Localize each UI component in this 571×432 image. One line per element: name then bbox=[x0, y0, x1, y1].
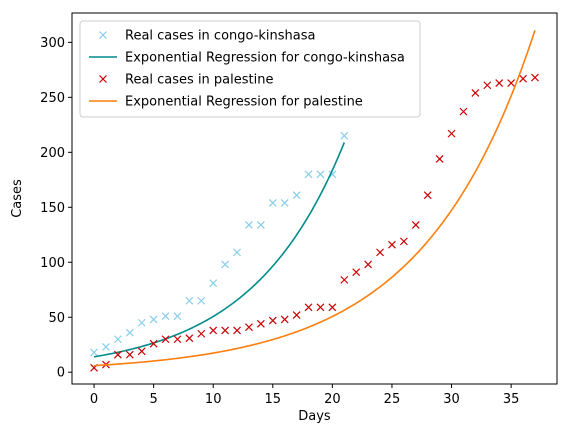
data-point bbox=[352, 268, 361, 277]
data-point bbox=[185, 334, 194, 343]
data-point bbox=[256, 319, 265, 328]
x-tick-label: 35 bbox=[503, 392, 520, 407]
data-point bbox=[340, 275, 349, 284]
data-point bbox=[256, 220, 265, 229]
legend-item: Real cases in congo-kinshasa bbox=[99, 29, 316, 44]
y-tick-label: 300 bbox=[40, 36, 65, 51]
x-tick-label: 10 bbox=[205, 392, 222, 407]
data-point bbox=[113, 350, 122, 359]
data-point bbox=[519, 74, 527, 83]
data-point bbox=[137, 318, 146, 327]
x-tick-label: 25 bbox=[384, 392, 401, 407]
y-tick-label: 100 bbox=[40, 256, 65, 271]
y-axis-ticks: 0 50 100 150 200 250 300 bbox=[40, 36, 72, 381]
legend-label: Real cases in congo-kinshasa bbox=[125, 29, 316, 44]
data-point bbox=[125, 350, 134, 359]
data-point bbox=[280, 198, 289, 207]
data-point bbox=[233, 326, 241, 335]
data-point bbox=[328, 303, 337, 312]
data-point bbox=[399, 237, 408, 246]
legend-box bbox=[79, 20, 421, 118]
x-tick-label: 20 bbox=[324, 392, 341, 407]
data-point bbox=[245, 323, 253, 332]
data-point bbox=[209, 279, 218, 288]
data-point bbox=[245, 220, 253, 229]
legend-item: Real cases in palestine bbox=[99, 73, 273, 88]
data-point bbox=[495, 79, 504, 87]
data-point bbox=[280, 315, 289, 324]
x-axis-ticks: 0 5 10 15 20 25 30 35 bbox=[90, 384, 519, 407]
data-point bbox=[483, 81, 492, 90]
data-point bbox=[388, 240, 396, 249]
data-point bbox=[304, 303, 313, 312]
data-point bbox=[471, 89, 480, 97]
legend-label: Real cases in palestine bbox=[125, 73, 273, 88]
data-point bbox=[209, 326, 218, 335]
series-0-markers bbox=[90, 131, 349, 357]
data-point bbox=[316, 303, 325, 312]
series-2-markers bbox=[90, 73, 539, 372]
data-point bbox=[221, 326, 230, 335]
legend-marker bbox=[99, 31, 107, 39]
data-point bbox=[435, 154, 444, 163]
series-3-line bbox=[94, 30, 536, 367]
data-point bbox=[173, 335, 182, 344]
y-tick-label: 200 bbox=[40, 146, 65, 161]
data-point bbox=[185, 296, 194, 305]
legend: Real cases in congo-kinshasa Exponential … bbox=[79, 20, 421, 118]
data-point bbox=[197, 296, 206, 305]
data-point bbox=[411, 220, 420, 229]
data-point bbox=[197, 329, 206, 338]
legend-item: Exponential Regression for palestine bbox=[89, 95, 363, 110]
data-point bbox=[149, 315, 158, 324]
data-point bbox=[376, 248, 384, 257]
data-point bbox=[268, 316, 277, 325]
data-point bbox=[102, 343, 110, 351]
x-tick-label: 30 bbox=[443, 392, 460, 407]
x-tick-label: 0 bbox=[90, 392, 98, 407]
data-point bbox=[316, 170, 325, 179]
data-point bbox=[125, 328, 134, 337]
y-tick-label: 0 bbox=[57, 366, 65, 381]
x-tick-label: 15 bbox=[265, 392, 282, 407]
data-point bbox=[113, 335, 122, 344]
legend-item: Exponential Regression for congo-kinshas… bbox=[89, 51, 405, 66]
y-tick-label: 50 bbox=[48, 311, 65, 326]
data-point bbox=[161, 335, 170, 344]
data-point bbox=[292, 191, 301, 200]
data-point bbox=[90, 348, 98, 357]
data-point bbox=[364, 260, 373, 269]
data-point bbox=[233, 248, 241, 257]
data-point bbox=[221, 260, 230, 269]
data-point bbox=[304, 170, 313, 179]
legend-label: Exponential Regression for congo-kinshas… bbox=[125, 51, 405, 66]
data-point bbox=[340, 131, 349, 140]
data-point bbox=[137, 347, 146, 356]
y-tick-label: 150 bbox=[40, 201, 65, 216]
chart-series bbox=[90, 30, 539, 372]
data-point bbox=[173, 312, 182, 321]
x-axis-label: Days bbox=[298, 409, 331, 424]
x-tick-label: 5 bbox=[149, 392, 157, 407]
y-axis-label: Cases bbox=[10, 179, 25, 218]
series-1-line bbox=[93, 142, 346, 358]
legend-marker bbox=[99, 75, 107, 83]
data-point bbox=[507, 79, 516, 87]
data-point bbox=[292, 311, 301, 319]
data-point bbox=[149, 339, 158, 348]
data-point bbox=[459, 107, 468, 116]
data-point bbox=[161, 312, 170, 321]
data-point bbox=[268, 198, 277, 207]
y-tick-label: 250 bbox=[40, 91, 65, 106]
data-point bbox=[531, 73, 539, 82]
legend-label: Exponential Regression for palestine bbox=[125, 95, 363, 110]
data-point bbox=[447, 129, 456, 138]
data-point bbox=[423, 191, 432, 200]
